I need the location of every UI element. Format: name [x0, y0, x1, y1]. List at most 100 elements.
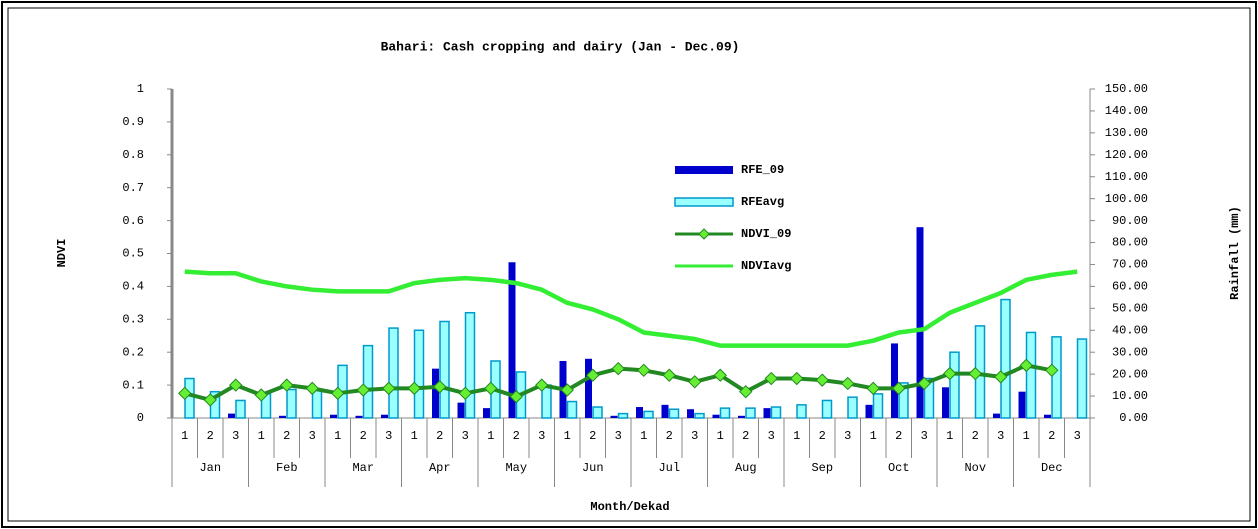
- x-tick-label: 3: [768, 429, 775, 443]
- chart-title: Bahari: Cash cropping and dairy (Jan - D…: [381, 39, 740, 54]
- bar: [1025, 331, 1037, 419]
- x-tick-label: 3: [309, 429, 316, 443]
- bar: [661, 404, 669, 418]
- month-label: Aug: [735, 461, 757, 475]
- legend-label: NDVIavg: [741, 259, 791, 273]
- bar: [1018, 391, 1026, 418]
- bar: [432, 368, 439, 418]
- bar: [1051, 336, 1062, 419]
- line-marker: [254, 388, 268, 402]
- x-tick-label: 3: [615, 429, 622, 443]
- x-tick-label: 1: [411, 429, 418, 443]
- bar: [457, 402, 465, 418]
- bar: [847, 396, 858, 419]
- month-label: Jul: [658, 461, 680, 475]
- y2-tick-label: 0.00: [1119, 411, 1148, 425]
- x-axis-title: Month/Dekad: [590, 500, 669, 514]
- y2-tick-label: 80.00: [1112, 236, 1148, 250]
- legend-label: NDVI_09: [741, 227, 791, 241]
- x-tick-label: 1: [334, 429, 341, 443]
- x-tick-label: 2: [1048, 429, 1055, 443]
- bar: [566, 400, 578, 419]
- x-tick-label: 3: [385, 429, 392, 443]
- bar: [643, 410, 654, 419]
- month-label: May: [505, 461, 527, 475]
- x-tick-label: 3: [538, 429, 545, 443]
- bar: [1000, 298, 1011, 419]
- x-tick-label: 2: [972, 429, 979, 443]
- line-marker: [305, 381, 319, 396]
- line-marker: [662, 368, 676, 382]
- bar: [745, 407, 756, 419]
- x-tick-label: 2: [436, 429, 443, 443]
- line-marker: [509, 389, 523, 404]
- line-marker: [407, 381, 421, 396]
- bar: [311, 388, 323, 419]
- bar: [770, 406, 782, 419]
- x-tick-label: 3: [997, 429, 1004, 443]
- y2-tick-label: 30.00: [1112, 345, 1148, 359]
- x-tick-label: 2: [207, 429, 214, 443]
- line-marker: [484, 381, 498, 396]
- y-tick-label: 0.9: [122, 115, 144, 129]
- x-tick-label: 3: [1074, 429, 1081, 443]
- y2-tick-label: 60.00: [1112, 280, 1148, 294]
- x-tick-label: 3: [844, 429, 851, 443]
- bar: [330, 414, 337, 418]
- line-marker: [637, 363, 651, 378]
- month-label: Feb: [276, 461, 298, 475]
- bar: [388, 327, 399, 419]
- x-tick-label: 2: [666, 429, 673, 443]
- line-marker: [280, 378, 294, 392]
- y-tick-label: 1: [137, 82, 144, 96]
- line-marker: [560, 383, 574, 397]
- bar: [381, 414, 388, 418]
- bar: [585, 358, 592, 418]
- line-marker: [764, 371, 778, 386]
- month-label: Dec: [1041, 461, 1063, 475]
- bar: [1076, 338, 1088, 419]
- y-tick-label: 0.2: [122, 345, 144, 359]
- line-marker: [458, 386, 472, 401]
- bar: [483, 408, 490, 418]
- bar: [617, 412, 629, 419]
- x-tick-label: 3: [232, 429, 239, 443]
- bar: [1044, 414, 1051, 418]
- y2-tick-label: 140.00: [1105, 104, 1148, 118]
- bar: [235, 399, 246, 419]
- legend-marker: [698, 228, 710, 240]
- legend-swatch: [675, 166, 733, 174]
- line: [184, 269, 1078, 348]
- month-label: Oct: [888, 461, 910, 475]
- bar: [610, 415, 618, 418]
- line-marker: [739, 384, 753, 399]
- line-marker: [713, 368, 727, 382]
- bar: [865, 404, 873, 418]
- y2-tick-label: 90.00: [1112, 214, 1148, 228]
- x-tick-label: 1: [564, 429, 571, 443]
- x-tick-label: 1: [870, 429, 877, 443]
- line-marker: [994, 370, 1008, 384]
- y2-tick-label: 70.00: [1112, 258, 1148, 272]
- bar: [355, 415, 363, 418]
- y-tick-label: 0.5: [122, 247, 144, 261]
- bar: [694, 412, 705, 419]
- x-tick-label: 2: [283, 429, 290, 443]
- bar: [891, 343, 898, 418]
- line-marker: [535, 378, 549, 392]
- y-tick-label: 0.1: [122, 378, 144, 392]
- line-marker: [790, 371, 804, 386]
- x-tick-label: 1: [640, 429, 647, 443]
- x-tick-label: 1: [717, 429, 724, 443]
- y2-tick-label: 40.00: [1112, 323, 1148, 337]
- line-marker: [331, 386, 345, 401]
- x-tick-label: 2: [742, 429, 749, 443]
- y-tick-label: 0.7: [122, 181, 144, 195]
- month-label: Sep: [811, 461, 833, 475]
- x-tick-label: 2: [895, 429, 902, 443]
- line-marker: [815, 373, 829, 387]
- bar: [872, 393, 884, 419]
- bar: [712, 414, 720, 418]
- bar: [362, 344, 374, 419]
